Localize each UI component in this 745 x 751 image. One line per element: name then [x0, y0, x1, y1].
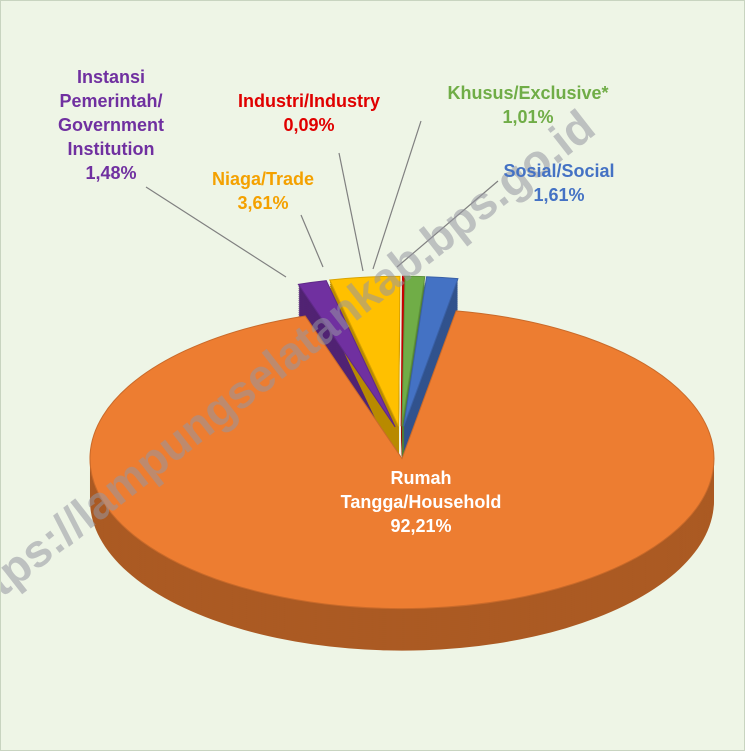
value-label: 1,01% [502, 107, 554, 127]
category-label: Rumah Tangga/Household [340, 468, 502, 512]
slice [400, 275, 405, 427]
slice-side [403, 288, 458, 439]
slice-side [403, 292, 458, 443]
slice-side [403, 298, 458, 449]
leader-line [145, 186, 287, 278]
category-label: Industri/Industry [237, 91, 380, 111]
category-label: Sosial/Social [503, 161, 615, 181]
leader-line [396, 180, 499, 268]
slice-label: Sosial/Social 1,61% [479, 159, 639, 207]
value-label: 92,21% [390, 516, 452, 536]
slice [328, 275, 401, 427]
slice [401, 275, 426, 427]
slice-side [403, 280, 458, 431]
slice-label: Instansi Pemerintah/ Government Institut… [36, 65, 186, 185]
category-label: Instansi Pemerintah/ Government Institut… [57, 67, 165, 159]
slice-side [403, 282, 458, 433]
leader-line [372, 120, 422, 270]
slice [89, 310, 715, 610]
slice-side [403, 294, 458, 445]
slice-side [403, 302, 458, 453]
leader-line [300, 214, 324, 268]
value-label: 1,48% [85, 163, 137, 183]
slice-label: Industri/Industry 0,09% [209, 89, 409, 137]
slice-label: Niaga/Trade 3,61% [188, 167, 338, 215]
slice [403, 276, 459, 427]
slice-label: Rumah Tangga/Household 92,21% [321, 466, 521, 538]
slice-label: Khusus/Exclusive* 1,01% [418, 81, 638, 129]
category-label: Niaga/Trade [211, 169, 315, 189]
category-label: Khusus/Exclusive* [447, 83, 609, 103]
slice-side [403, 284, 458, 435]
slice-side [403, 300, 458, 451]
leader-line [338, 152, 364, 272]
value-label: 1,61% [533, 185, 585, 205]
slice [297, 280, 396, 428]
slice-side [403, 290, 458, 441]
value-label: 0,09% [283, 115, 335, 135]
slice-side [403, 296, 458, 447]
value-label: 3,61% [237, 193, 289, 213]
slice-side [403, 286, 458, 437]
